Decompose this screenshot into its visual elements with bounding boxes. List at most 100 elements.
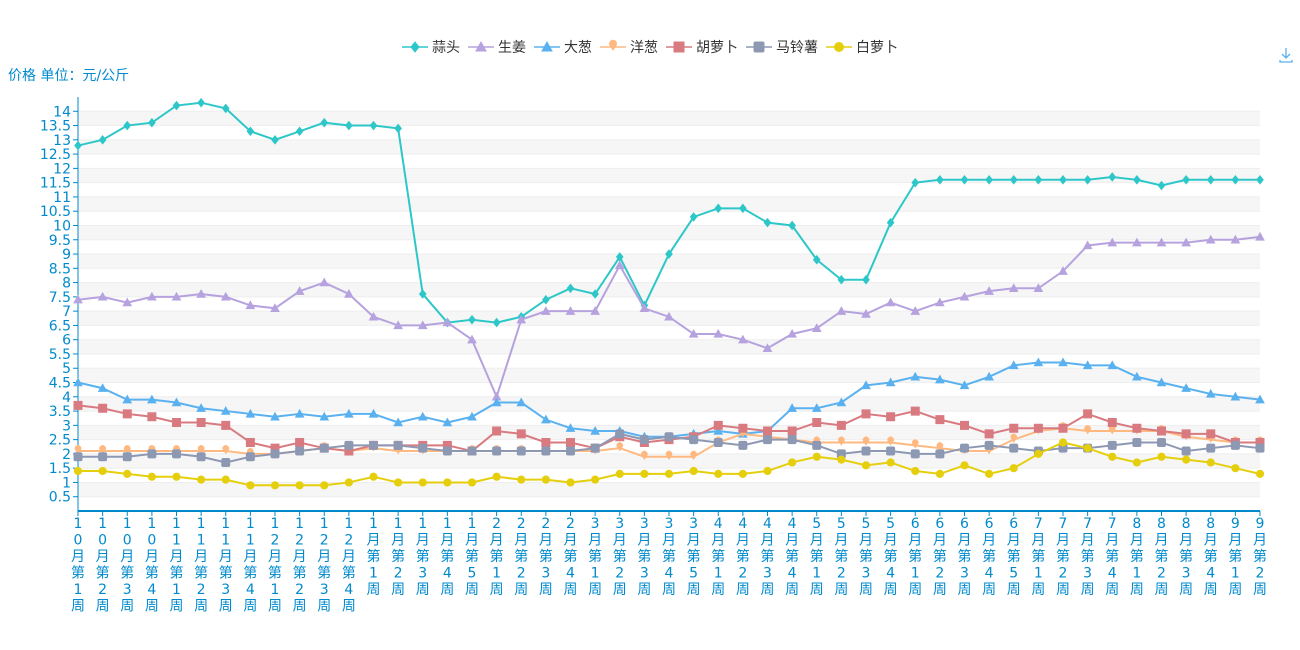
point xyxy=(197,97,205,108)
grid-band xyxy=(78,482,1260,497)
point xyxy=(294,286,305,295)
y-axis-title: 价格 单位：元/公斤 xyxy=(8,68,129,84)
point xyxy=(516,429,526,439)
point xyxy=(1206,174,1215,185)
point xyxy=(123,469,132,478)
point xyxy=(565,423,576,432)
point xyxy=(245,408,256,418)
point xyxy=(295,481,304,490)
point xyxy=(1010,433,1018,443)
y-tick-label: 14 xyxy=(53,104,71,120)
point xyxy=(246,481,255,490)
point xyxy=(664,311,674,321)
point xyxy=(245,452,255,462)
point xyxy=(614,260,625,270)
point xyxy=(861,308,871,318)
point xyxy=(836,397,847,407)
point xyxy=(1033,357,1044,367)
legend-item[interactable]: 胡萝卜 xyxy=(666,40,738,56)
point xyxy=(147,394,157,404)
point xyxy=(368,408,379,418)
point xyxy=(935,469,944,478)
point xyxy=(245,300,256,310)
point xyxy=(172,449,181,459)
point xyxy=(1181,383,1191,392)
legend-item[interactable]: 生姜 xyxy=(468,40,526,56)
point xyxy=(1133,174,1141,185)
point xyxy=(147,291,157,301)
legend-item[interactable]: 蒜头 xyxy=(402,40,460,56)
point xyxy=(738,423,748,433)
point xyxy=(985,469,994,478)
y-tick-label: 0.5 xyxy=(49,490,71,506)
point xyxy=(1107,417,1117,427)
y-tick-label: 2.5 xyxy=(49,433,71,449)
point xyxy=(739,203,747,214)
point xyxy=(1132,437,1142,447)
grid-band xyxy=(78,139,1260,155)
legend-item[interactable]: 洋葱 xyxy=(600,39,658,56)
point xyxy=(615,429,625,439)
point xyxy=(147,449,157,459)
x-tick-label: 5 月第 3 周 xyxy=(859,516,873,598)
legend-label: 白萝卜 xyxy=(856,40,898,56)
point xyxy=(1156,237,1167,247)
point xyxy=(714,469,723,478)
point xyxy=(74,445,82,455)
point xyxy=(960,174,969,185)
point xyxy=(542,294,550,305)
legend-label: 洋葱 xyxy=(630,40,658,56)
point xyxy=(220,291,231,301)
x-tick-label: 7 月第 2 周 xyxy=(1056,516,1070,598)
point xyxy=(443,478,452,487)
point xyxy=(591,475,600,484)
point xyxy=(1132,237,1142,247)
y-tick-label: 11 xyxy=(53,190,71,206)
point xyxy=(221,475,230,484)
point xyxy=(639,435,649,445)
x-tick-label: 1 0 月第 3 周 xyxy=(120,516,134,615)
point xyxy=(1058,438,1068,447)
point xyxy=(910,449,920,459)
legend-item[interactable]: 白萝卜 xyxy=(826,40,898,56)
point xyxy=(936,442,944,452)
point xyxy=(836,420,846,430)
point xyxy=(738,334,748,344)
point xyxy=(1083,444,1092,453)
x-tick-label: 1 0 月第 2 周 xyxy=(96,516,110,615)
x-tick-label: 6 月第 3 周 xyxy=(958,516,972,598)
x-tick-label: 5 月第 4 周 xyxy=(884,516,898,598)
point xyxy=(738,469,747,478)
x-tick-label: 7 月第 3 周 xyxy=(1081,516,1095,598)
point xyxy=(541,475,550,484)
point xyxy=(566,446,575,456)
grid-band xyxy=(78,254,1260,269)
x-tick-label: 1 月第 4 周 xyxy=(440,516,454,598)
point xyxy=(221,457,231,467)
point xyxy=(172,417,181,427)
point xyxy=(295,126,304,137)
legend-item[interactable]: 大葱 xyxy=(534,40,592,56)
point xyxy=(960,443,969,453)
point xyxy=(590,426,600,435)
point xyxy=(1206,443,1216,453)
grid-band xyxy=(78,368,1260,383)
download-button[interactable] xyxy=(1279,48,1293,63)
point xyxy=(369,120,378,131)
point xyxy=(1033,283,1044,292)
x-tick-label: 3 月第 1 周 xyxy=(588,516,602,598)
x-tick-label: 8 月第 1 周 xyxy=(1130,516,1144,598)
point xyxy=(1181,237,1191,247)
point xyxy=(1084,425,1091,435)
point xyxy=(271,135,279,145)
point xyxy=(738,440,748,450)
x-tick-label: 3 月第 4 周 xyxy=(662,516,676,598)
point xyxy=(320,117,329,128)
point xyxy=(222,445,230,455)
point xyxy=(442,417,453,427)
legend-item[interactable]: 马铃薯 xyxy=(746,40,818,56)
x-tick-label: 2 月第 4 周 xyxy=(564,516,578,598)
point xyxy=(516,397,527,407)
legend-label: 生姜 xyxy=(498,40,526,56)
